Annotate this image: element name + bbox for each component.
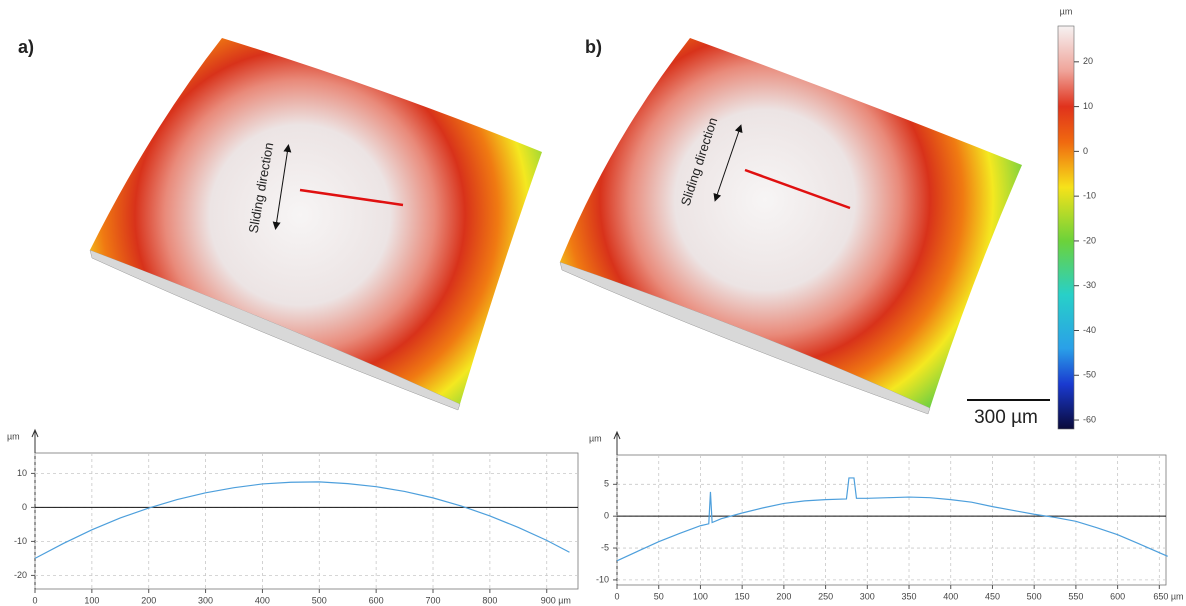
- x-tick-label: 300: [198, 595, 213, 605]
- x-tick-label: 200: [141, 595, 156, 605]
- profile-line: [299, 188, 404, 207]
- y-tick-label: -10: [14, 536, 27, 546]
- axis-arrow: [31, 428, 39, 438]
- y-tick-label: -5: [601, 542, 609, 552]
- colorbar-tick-label: 0: [1083, 146, 1088, 156]
- x-tick-label: 0: [32, 595, 37, 605]
- x-tick-label: 600: [369, 595, 384, 605]
- x-tick-label: 100: [693, 591, 708, 601]
- colorbar-tick-label: -10: [1083, 191, 1096, 201]
- y-tick-label: 0: [604, 511, 609, 521]
- x-tick-label: 650 µm: [1153, 591, 1183, 601]
- colorbar-tick-label: -50: [1083, 370, 1096, 380]
- x-tick-label: 100: [84, 595, 99, 605]
- x-tick-label: 600: [1110, 591, 1125, 601]
- surface-side: [89, 249, 461, 411]
- y-axis-label: µm: [589, 433, 602, 443]
- x-tick-label: 800: [482, 595, 497, 605]
- colorbar-tick-label: -20: [1083, 235, 1096, 245]
- x-tick-label: 500: [312, 595, 327, 605]
- profile-curve: [616, 477, 1168, 562]
- arrow: [713, 124, 743, 202]
- x-tick-label: 400: [255, 595, 270, 605]
- colorbar-tick-label: -40: [1083, 325, 1096, 335]
- x-tick-label: 250: [818, 591, 833, 601]
- x-tick-label: 200: [776, 591, 791, 601]
- arrow: [272, 144, 292, 230]
- scale-bar-label: 300 µm: [974, 407, 1038, 428]
- colorbar-tick-label: 10: [1083, 101, 1093, 111]
- colorbar-tick-label: 20: [1083, 56, 1093, 66]
- y-tick-label: 5: [604, 479, 609, 489]
- axis-arrow: [613, 430, 621, 440]
- colorbar-unit: µm: [1060, 6, 1073, 16]
- x-tick-label: 700: [425, 595, 440, 605]
- panel-label: a): [18, 37, 34, 57]
- x-tick-label: 150: [735, 591, 750, 601]
- x-tick-label: 550: [1068, 591, 1083, 601]
- colorbar-tick-label: -60: [1083, 414, 1096, 424]
- plot-area: [616, 454, 1167, 586]
- x-tick-label: 400: [943, 591, 958, 601]
- x-tick-label: 450: [985, 591, 1000, 601]
- colorbar: [1057, 25, 1075, 430]
- x-tick-label: 50: [654, 591, 664, 601]
- y-tick-label: 0: [22, 502, 27, 512]
- x-tick-label: 0: [614, 591, 619, 601]
- surface-a: [90, 38, 542, 404]
- surface-side: [559, 261, 931, 415]
- x-tick-label: 900 µm: [541, 595, 571, 605]
- profile-curve: [34, 481, 570, 559]
- x-tick-label: 300: [860, 591, 875, 601]
- colorbar-tick-label: -30: [1083, 280, 1096, 290]
- y-tick-label: -10: [596, 574, 609, 584]
- y-tick-label: -20: [14, 570, 27, 580]
- y-axis-label: µm: [7, 431, 20, 441]
- surface-b: [560, 38, 1022, 408]
- panel-label: b): [585, 37, 602, 57]
- profile-line: [744, 168, 851, 210]
- x-tick-label: 350: [902, 591, 917, 601]
- y-tick-label: 10: [17, 468, 27, 478]
- x-tick-label: 500: [1027, 591, 1042, 601]
